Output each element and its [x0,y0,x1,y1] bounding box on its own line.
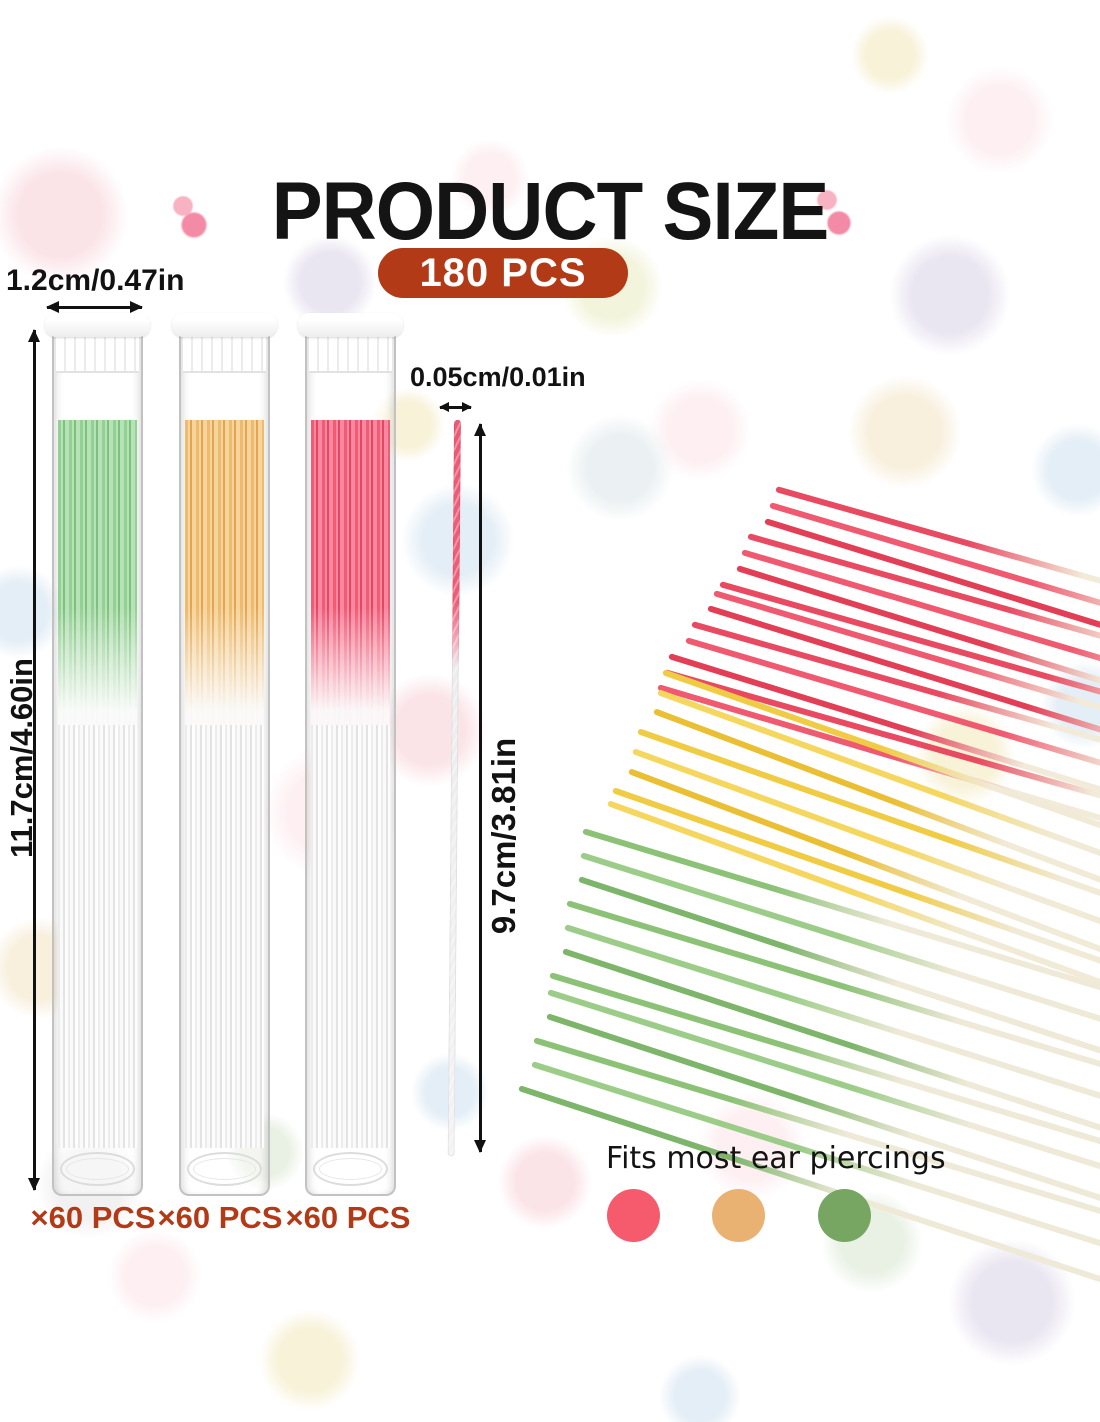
watercolor-dot [0,145,130,285]
thread-length-label: 9.7cm/3.81in [485,737,522,935]
tube-base [60,1152,135,1186]
watercolor-dot [258,1308,362,1412]
color-dot-red [607,1189,660,1242]
tube-body [52,333,143,1196]
tube-plug [56,335,139,373]
tube-plug [309,335,392,373]
tube-width-arrow-icon [46,301,143,313]
loose-thread-green [582,828,1100,1019]
tube-green [45,313,150,1196]
thread-thickness-label: 0.05cm/0.01in [410,362,586,392]
tube-cap [172,313,277,337]
tube-cap [298,313,403,337]
thread-thickness-arrow-icon [439,402,472,412]
watercolor-dot [1030,422,1100,518]
tube-cap [45,313,150,337]
watercolor-dot [658,1354,742,1422]
tube-orange-count: ×60 PCS [157,1200,283,1235]
tube-base-inner [66,1158,129,1180]
tube-base [187,1152,262,1186]
tube-base [313,1152,388,1186]
tube-height-arrow-icon [28,329,40,1191]
tube-orange [172,313,277,1196]
pink-dot-decoration [180,211,208,239]
tube-colored-threads [311,420,390,725]
watercolor-dot [565,413,675,523]
color-dot-green [818,1189,871,1242]
color-dot-orange [712,1189,765,1242]
watercolor-dot [888,233,1012,357]
tube-base-inner [193,1158,256,1180]
tube-width-label: 1.2cm/0.47in [6,264,185,297]
pink-dot-decoration [826,210,852,236]
tube-body [305,333,396,1196]
pink-dot-decoration [816,189,838,211]
thread-length-arrow-icon [474,423,486,1153]
watercolor-dot [497,1134,593,1230]
watercolor-dot [945,65,1055,175]
tube-green-count: ×60 PCS [30,1200,156,1235]
tube-height-label: 11.7cm/4.60in [4,658,39,858]
tube-colored-threads [58,420,137,725]
watercolor-dot [847,374,963,490]
page-title: PRODUCT SIZE [271,166,830,257]
tube-body [179,333,270,1196]
watercolor-dot [947,1237,1077,1367]
tube-plug [183,335,266,373]
tube-pink-count: ×60 PCS [285,1200,411,1235]
watercolor-dot [107,1228,203,1324]
tube-base-inner [319,1158,382,1180]
tube-pink [298,313,403,1196]
watercolor-dot [450,138,530,218]
fits-caption: Fits most ear piercings [606,1141,946,1176]
watercolor-dot [372,672,488,788]
watercolor-dot [850,15,930,95]
tube-colored-threads [185,420,264,725]
count-badge-label: 180 PCS [419,251,587,295]
count-badge: 180 PCS [378,248,628,298]
